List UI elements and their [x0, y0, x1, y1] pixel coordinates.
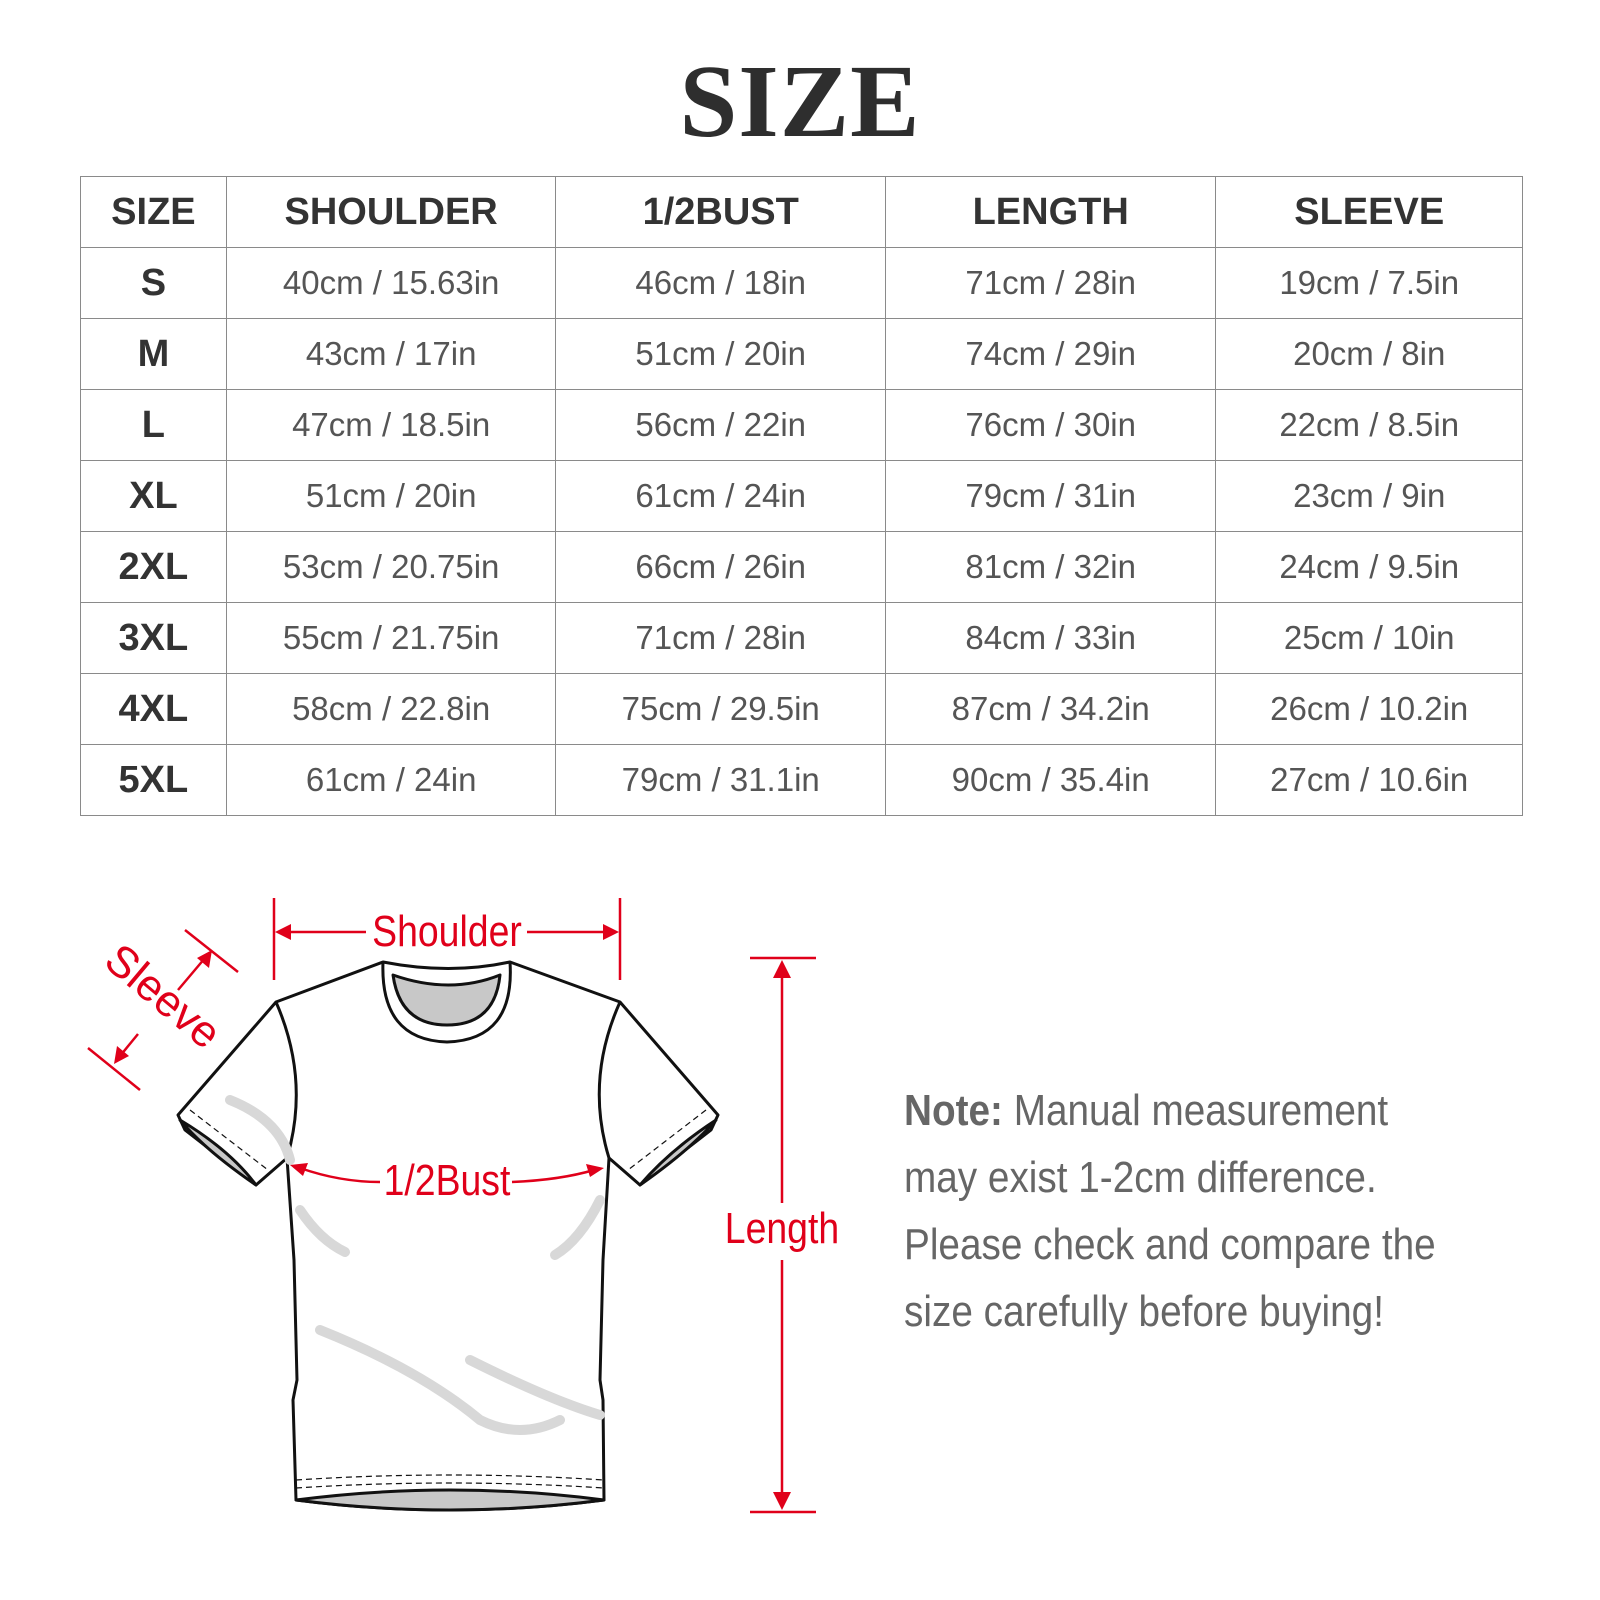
table-row: XL 51cm / 20in 61cm / 24in 79cm / 31in 23cm … [80, 460, 1523, 532]
measurement-cell: 75cm / 29.5in [555, 673, 886, 745]
fabric-shading [225, 1095, 605, 1435]
size-cell: 4XL [80, 673, 227, 745]
measurement-cell: 84cm / 33in [884, 602, 1217, 674]
sleeve-measure [87, 929, 239, 1091]
tshirt-illustration [176, 960, 720, 1512]
size-cell: L [80, 389, 227, 461]
measurement-cell: 79cm / 31.1in [555, 744, 886, 816]
measurement-cell: 71cm / 28in [555, 602, 886, 674]
measurement-cell: 26cm / 10.2in [1215, 673, 1523, 745]
table-row: 2XL 53cm / 20.75in 66cm / 26in 81cm / 32in 2… [80, 531, 1523, 603]
measurement-cell: 66cm / 26in [555, 531, 886, 603]
table-row: L 47cm / 18.5in 56cm / 22in 76cm / 30in 22cm… [80, 389, 1523, 461]
header-sleeve: SLEEVE [1215, 176, 1523, 248]
size-table: SIZE SHOULDER 1/2BUST LENGTH SLEEVE S 40c… [80, 176, 1523, 816]
measurement-cell: 46cm / 18in [555, 247, 886, 319]
measurement-cell: 76cm / 30in [884, 389, 1217, 461]
measurement-cell: 22cm / 8.5in [1215, 389, 1523, 461]
measurement-cell: 25cm / 10in [1215, 602, 1523, 674]
measurement-cell: 61cm / 24in [225, 744, 557, 816]
size-cell: 3XL [80, 602, 227, 674]
measurement-cell: 19cm / 7.5in [1215, 247, 1523, 319]
size-cell: 5XL [80, 744, 227, 816]
header-size: SIZE [80, 176, 227, 248]
measurement-cell: 27cm / 10.6in [1215, 744, 1523, 816]
measurement-cell: 43cm / 17in [225, 318, 557, 390]
table-row: 4XL 58cm / 22.8in 75cm / 29.5in 87cm / 34.2… [80, 673, 1523, 745]
header-length: LENGTH [884, 176, 1217, 248]
length-measure [750, 956, 816, 1514]
measurement-cell: 90cm / 35.4in [884, 744, 1217, 816]
table-header-row: SIZE SHOULDER 1/2BUST LENGTH SLEEVE [80, 176, 1523, 248]
page-title: SIZE [679, 44, 921, 159]
size-cell: S [80, 247, 227, 319]
size-cell: XL [80, 460, 227, 532]
measurement-cell: 40cm / 15.63in [225, 247, 557, 319]
table-row: S 40cm / 15.63in 46cm / 18in 71cm / 28in 19c… [80, 247, 1523, 319]
note-body: Manual measurement may exist 1-2cm diffe… [904, 1086, 1436, 1336]
measurement-cell: 61cm / 24in [555, 460, 886, 532]
measurement-cell: 20cm / 8in [1215, 318, 1523, 390]
note-text: Note: Manual measurement may exist 1-2cm… [904, 1077, 1467, 1345]
measurement-cell: 58cm / 22.8in [225, 673, 557, 745]
measurement-cell: 74cm / 29in [884, 318, 1217, 390]
note-label: Note: [904, 1086, 1003, 1135]
bust-measure [290, 1163, 604, 1184]
bust-label: 1/2Bust [384, 1155, 511, 1205]
measurement-cell: 24cm / 9.5in [1215, 531, 1523, 603]
measurement-cell: 53cm / 20.75in [225, 531, 557, 603]
measurement-cell: 56cm / 22in [555, 389, 886, 461]
header-bust: 1/2BUST [555, 176, 886, 248]
measurement-cell: 55cm / 21.75in [225, 602, 557, 674]
table-row: 5XL 61cm / 24in 79cm / 31.1in 90cm / 35.4in… [80, 744, 1523, 816]
length-label: Length [725, 1203, 839, 1253]
measurement-cell: 81cm / 32in [884, 531, 1217, 603]
shoulder-label: Shoulder [372, 906, 522, 956]
measurement-cell: 79cm / 31in [884, 460, 1217, 532]
shoulder-measure [272, 898, 622, 980]
measurement-cell: 51cm / 20in [225, 460, 557, 532]
measurement-cell: 87cm / 34.2in [884, 673, 1217, 745]
table-row: 3XL 55cm / 21.75in 71cm / 28in 84cm / 33in 2… [80, 602, 1523, 674]
table-row: M 43cm / 17in 51cm / 20in 74cm / 29in 20cm /… [80, 318, 1523, 390]
measurement-cell: 23cm / 9in [1215, 460, 1523, 532]
size-cell: M [80, 318, 227, 390]
measurement-cell: 71cm / 28in [884, 247, 1217, 319]
